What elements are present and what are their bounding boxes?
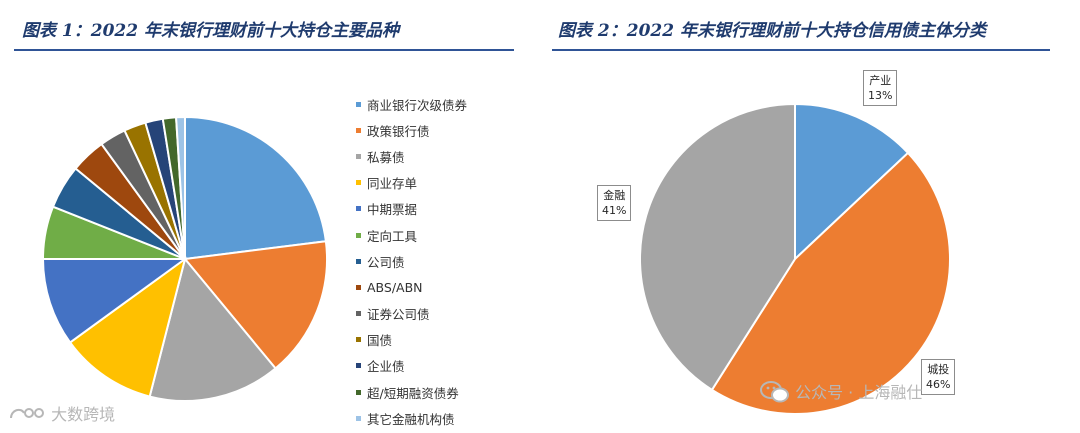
chart2-title: 图表 2：2022 年末银行理财前十大持仓信用债主体分类 [558, 21, 986, 41]
legend-item: ABS/ABN [356, 274, 467, 300]
legend-item: 中期票据 [356, 196, 467, 222]
right-watermark: 公众号 · 上海融仕 [760, 379, 922, 408]
legend-item: 政策银行债 [356, 117, 467, 143]
legend-label: ABS/ABN [367, 279, 423, 295]
chart1-slice-3 [68, 256, 187, 398]
legend-label: 中期票据 [367, 202, 418, 218]
legend-label: 超/短期融资债券 [367, 385, 459, 401]
right-watermark-text: 公众号 · 上海融仕 [795, 383, 923, 402]
legend-item: 其它金融机构债 [356, 405, 467, 431]
legend-item: 定向工具 [356, 222, 467, 248]
legend-swatch [356, 389, 361, 395]
callout-industry: 产业 13% [863, 70, 898, 106]
chart1-slice-1 [183, 240, 328, 370]
chart1-slice-4 [41, 258, 189, 344]
legend-label: 公司债 [367, 254, 405, 270]
callout-finance-label: 金融 [603, 189, 626, 202]
chart1-legend: 商业银行次级债券 政策银行债私募债同业存单中期票据定向工具公司债 ABS/ABN 证券… [356, 91, 467, 431]
legend-label: 其它金融机构债 [367, 411, 455, 427]
callout-finance-value: 41% [602, 204, 627, 217]
legend-item: 私募债 [356, 143, 467, 169]
legend-item: 商业银行次级债券 [356, 91, 467, 117]
legend-swatch [356, 337, 361, 343]
chart2-slice-0 [794, 102, 910, 262]
legend-label: 定向工具 [367, 228, 418, 244]
legend-swatch [356, 127, 361, 133]
legend-label: 政策银行债 [367, 123, 430, 139]
callout-finance: 金融 41% [597, 185, 632, 221]
kite-logo-icon [8, 404, 46, 428]
legend-item: 公司债 [356, 248, 467, 274]
chart1-title: 图表 1：2022 年末银行理财前十大持仓主要品种 [22, 21, 399, 41]
legend-swatch [356, 258, 361, 264]
legend-swatch [356, 363, 361, 369]
legend-swatch [356, 206, 361, 212]
legend-label: 商业银行次级债券 [367, 97, 468, 113]
legend-swatch [356, 284, 361, 290]
legend-swatch [356, 232, 361, 238]
callout-chengtou-label: 城投 [927, 363, 950, 376]
callout-chengtou-value: 46% [926, 378, 951, 391]
legend-swatch [356, 311, 361, 317]
chart1-slice-2 [148, 256, 277, 402]
wechat-icon [760, 380, 790, 408]
chart2-title-rule [552, 49, 1050, 51]
callout-chengtou: 城投 46% [921, 359, 956, 395]
callout-industry-label: 产业 [869, 74, 892, 87]
legend-label: 企业债 [367, 359, 405, 375]
chart1-slice-12 [175, 115, 186, 260]
legend-item: 企业债 [356, 353, 467, 379]
legend-item: 证券公司债 [356, 301, 467, 327]
legend-item: 超/短期融资债券 [356, 379, 467, 405]
legend-swatch [356, 153, 361, 159]
chart2-slice-2 [639, 102, 796, 392]
legend-label: 私募债 [367, 149, 405, 165]
legend-swatch [356, 180, 361, 186]
legend-item: 同业存单 [356, 170, 467, 196]
legend-label: 证券公司债 [367, 307, 430, 323]
left-watermark-text: 大数跨境 [51, 405, 116, 424]
legend-label: 国债 [367, 333, 393, 349]
legend-item: 国债 [356, 327, 467, 353]
left-watermark: 大数跨境 [8, 401, 115, 428]
legend-swatch [356, 101, 361, 107]
callout-industry-value: 13% [868, 89, 893, 102]
legend-label: 同业存单 [367, 176, 418, 192]
chart2-slice-1 [710, 151, 951, 415]
chart1-title-rule [14, 49, 514, 51]
chart1-slice-0 [184, 115, 327, 261]
legend-swatch [356, 415, 361, 421]
